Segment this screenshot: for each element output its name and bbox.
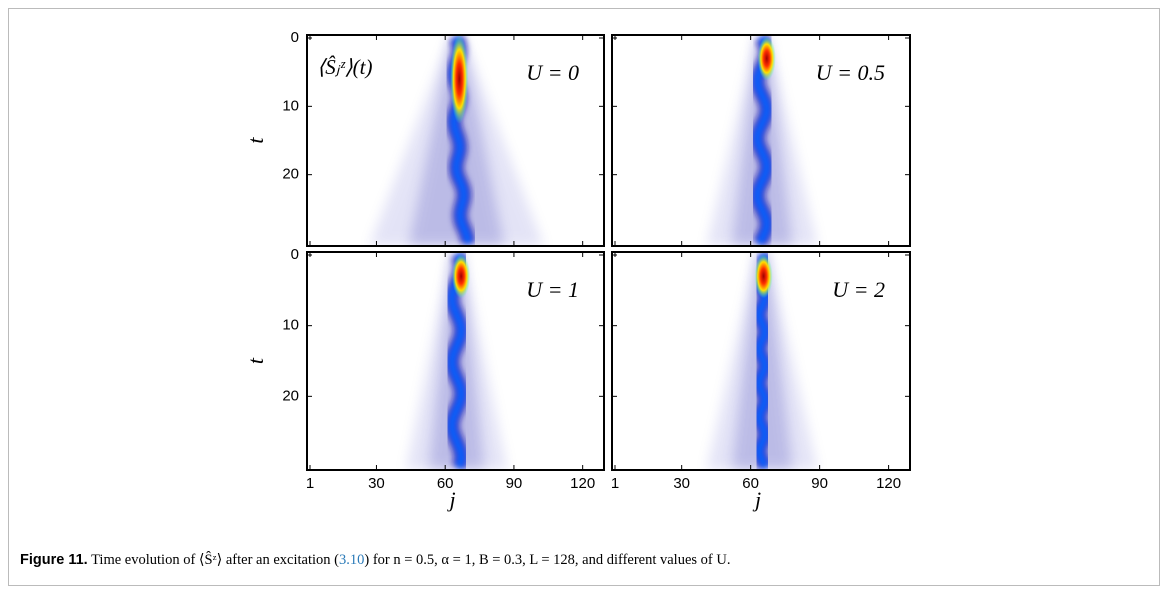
- y-tick-label: 10: [282, 97, 299, 114]
- heatmap-panel: U = 0.5: [611, 34, 911, 247]
- x-tick-label: 60: [437, 475, 454, 492]
- x-tick-label: 30: [368, 475, 385, 492]
- x-tick-label: 60: [742, 475, 759, 492]
- y-tick-label: 20: [282, 166, 299, 183]
- panel-label: U = 2: [832, 277, 885, 302]
- caption-text: Time evolution of ⟨Ŝᶻ⟩ after an excitati…: [91, 552, 339, 568]
- heatmap-panel: 1 30 60 90 120 0 10 20 U = 1 t j: [243, 246, 605, 512]
- x-tick-label: 1: [306, 475, 314, 492]
- panel-frame: [306, 251, 605, 471]
- x-tick-label: 120: [876, 475, 901, 492]
- heatmap-peak: [754, 254, 773, 299]
- x-tick-label: 30: [673, 475, 690, 492]
- caption-ref[interactable]: 3.10: [339, 552, 365, 568]
- heatmap-core: [756, 37, 769, 244]
- x-tick-label: 1: [611, 475, 619, 492]
- heatmap: [706, 35, 818, 246]
- y-axis-label: t: [243, 137, 268, 144]
- heatmap-peak: [452, 254, 471, 299]
- y-tick-label: 0: [291, 29, 299, 46]
- x-axis-label: j: [446, 487, 455, 512]
- heatmap: [706, 252, 818, 470]
- caption-text: ) for n = 0.5, α = 1, B = 0.3, L = 128, …: [364, 552, 731, 568]
- heatmap-peak: [757, 36, 776, 81]
- panel-frame: [611, 34, 911, 247]
- x-tick-label: 90: [811, 475, 828, 492]
- panel-frame: [306, 34, 605, 247]
- panel-label: U = 1: [526, 277, 579, 302]
- x-tick-label: 120: [570, 475, 595, 492]
- heatmap-peak: [450, 35, 469, 124]
- heatmap-panel: 1 30 60 90 120 U = 2 j: [611, 251, 911, 512]
- y-tick-label: 0: [291, 246, 299, 263]
- x-tick-label: 90: [506, 475, 523, 492]
- heatmap-panel: 0 10 20 U = 0 ⟨Ŝⱼᶻ⟩(t) t: [243, 29, 605, 247]
- x-axis-label: j: [752, 487, 761, 512]
- panel-label: U = 0.5: [816, 60, 885, 85]
- figure-border: [8, 8, 1160, 586]
- panel-frame: [611, 251, 911, 471]
- y-axis-label: t: [243, 357, 268, 364]
- y-tick-label: 10: [282, 317, 299, 334]
- panel-inset: ⟨Ŝⱼᶻ⟩(t): [317, 55, 372, 79]
- heatmap-core: [450, 254, 463, 468]
- heatmap: [406, 252, 508, 470]
- heatmap: [369, 35, 544, 246]
- y-tick-label: 20: [282, 387, 299, 404]
- caption: Figure 11. Time evolution of ⟨Ŝᶻ⟩ after …: [20, 552, 730, 569]
- panel-label: U = 0: [526, 60, 579, 85]
- caption-label: Figure 11.: [20, 552, 88, 568]
